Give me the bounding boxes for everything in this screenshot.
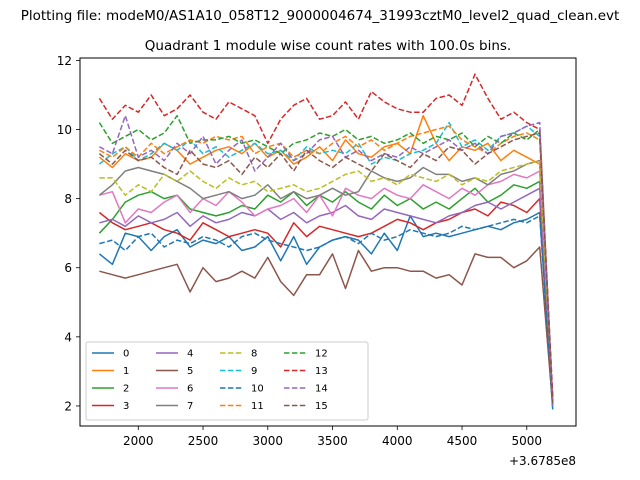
series-line-3: [98, 197, 554, 403]
y-tick-label: 8: [64, 192, 72, 206]
x-tick-label: 2500: [188, 434, 219, 448]
legend-label-15: 15: [315, 401, 328, 412]
y-tick-label: 4: [64, 330, 72, 344]
series-line-14: [99, 114, 554, 407]
chart-title: Quadrant 1 module wise count rates with …: [145, 38, 511, 54]
legend-label-3: 3: [123, 401, 129, 412]
x-tick-label: 5000: [512, 434, 543, 448]
series-line-6: [99, 170, 554, 403]
series-line-5: [99, 246, 554, 407]
y-tick-label: 2: [64, 399, 72, 413]
series-line-15: [98, 132, 554, 403]
x-tick-label: 3500: [317, 434, 348, 448]
figure-suptitle: Plotting file: modeM0/AS1A10_058T12_9000…: [21, 8, 620, 24]
x-offset-label: +3.6785e8: [509, 454, 576, 468]
legend-label-2: 2: [123, 384, 129, 395]
legend-label-9: 9: [251, 366, 257, 377]
y-tick-label: 12: [57, 54, 72, 68]
legend-label-1: 1: [123, 366, 129, 377]
legend-label-7: 7: [187, 401, 193, 412]
y-axis: 2 4 6 8 10 12: [57, 54, 80, 413]
series-line-1: [98, 114, 554, 400]
legend-label-8: 8: [251, 349, 257, 360]
x-tick-label: 4500: [447, 434, 478, 448]
plot-frame: [79, 57, 577, 427]
legend-label-6: 6: [187, 384, 193, 395]
x-axis: 2000 2500 3000 3500 4000 4500 5000: [123, 426, 542, 448]
y-tick-label: 6: [64, 261, 72, 275]
series-line-13: [98, 73, 554, 396]
series-line-11: [99, 125, 554, 403]
legend-label-4: 4: [187, 349, 193, 360]
legend-label-0: 0: [123, 349, 129, 360]
legend-label-13: 13: [315, 366, 328, 377]
series-line-8: [99, 159, 554, 403]
legend-label-12: 12: [315, 349, 328, 360]
series-line-10: [99, 215, 554, 407]
x-tick-label: 3000: [253, 434, 284, 448]
y-tick-label: 10: [57, 123, 72, 137]
series-layer: [98, 73, 554, 410]
series-line-4: [99, 187, 554, 407]
legend-label-11: 11: [251, 401, 264, 412]
legend-label-5: 5: [187, 366, 193, 377]
legend-label-14: 14: [315, 384, 328, 395]
series-line-9: [98, 121, 554, 400]
x-tick-label: 4000: [382, 434, 413, 448]
legend-label-10: 10: [251, 384, 264, 395]
legend-box: [85, 341, 369, 421]
x-tick-label: 2000: [123, 434, 154, 448]
